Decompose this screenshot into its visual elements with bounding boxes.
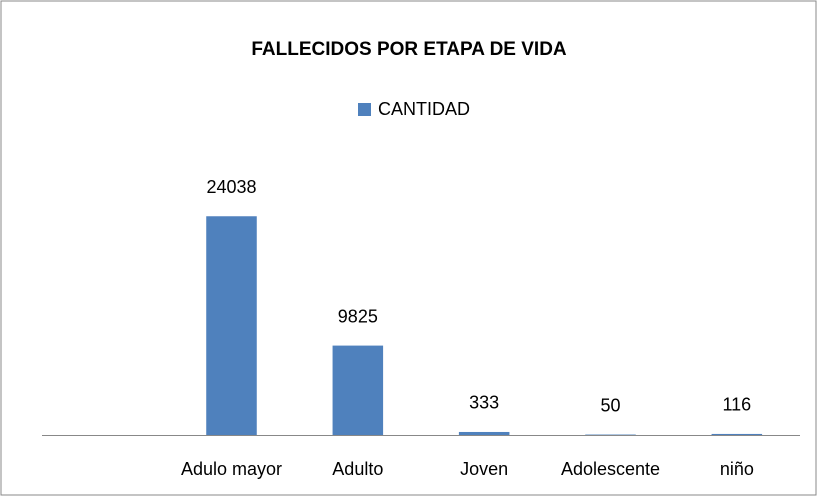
data-label: 9825 [338, 306, 378, 326]
bar [711, 433, 763, 435]
x-tick-label: Joven [460, 459, 508, 479]
legend-label: CANTIDAD [378, 99, 470, 119]
x-tick-label: Adulo mayor [181, 459, 282, 479]
x-tick-label: Adolescente [561, 459, 660, 479]
x-tick-label: Adulto [332, 459, 383, 479]
bar [206, 216, 257, 435]
legend-swatch [358, 103, 371, 116]
chart-title: FALLECIDOS POR ETAPA DE VIDA [251, 39, 567, 60]
data-label: 24038 [206, 177, 256, 197]
bar [332, 345, 384, 435]
data-label: 333 [469, 393, 499, 413]
x-tick-label: niño [720, 459, 754, 479]
data-label: 116 [722, 395, 751, 415]
bar [458, 431, 510, 435]
data-label: 50 [600, 395, 620, 415]
